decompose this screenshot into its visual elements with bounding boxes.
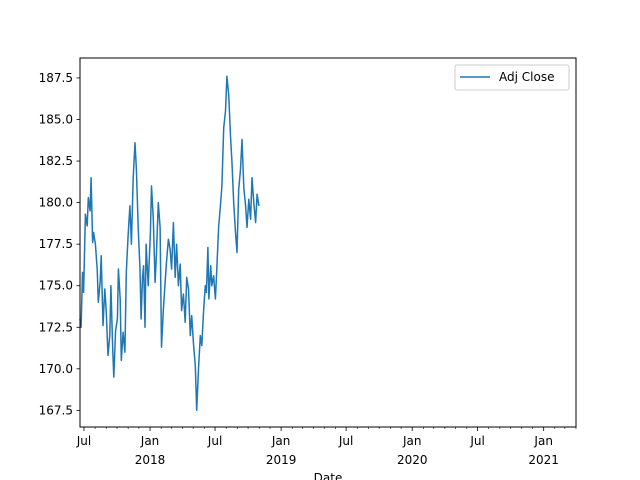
y-tick-label: 175.0 [39,279,73,293]
x-tick-label: Jan [533,434,553,448]
x-axis-title: Date [314,471,343,480]
x-tick-label: Jan [140,434,160,448]
y-axis: 167.5 170.0 172.5 175.0 177.5 180.0 182.5 185.0… [39,71,80,417]
x-tick-label: Jan [271,434,291,448]
x-tick-label: Jan [402,434,422,448]
plot-area [79,75,260,412]
y-tick-label: 170.0 [39,362,73,376]
y-tick-label: 172.5 [39,320,73,334]
x-tick-year-label: 2020 [397,453,428,467]
series-line-adj-close [79,75,260,412]
x-tick-label: Jul [469,434,484,448]
legend-box [454,64,570,91]
x-tick-year-label: 2018 [135,453,166,467]
y-tick-label: 185.0 [39,113,73,127]
x-tick-year-label: 2019 [266,453,297,467]
legend-label: Adj Close [499,70,554,84]
x-axis: Jul Jan 2018 Jul Jan 2019 Jul Jan 2020 Jul Jan 2021 [76,427,577,467]
x-tick-year-label: 2021 [528,453,559,467]
y-tick-label: 177.5 [39,237,73,251]
x-tick-label: Jul [338,434,353,448]
x-tick-label: Jul [76,434,91,448]
y-tick-label: 167.5 [39,403,73,417]
y-tick-label: 187.5 [39,71,73,85]
legend: Adj Close [454,64,570,91]
y-tick-label: 182.5 [39,154,73,168]
axes-frame [79,57,577,428]
y-tick-label: 180.0 [39,196,73,210]
x-tick-label: Jul [207,434,222,448]
